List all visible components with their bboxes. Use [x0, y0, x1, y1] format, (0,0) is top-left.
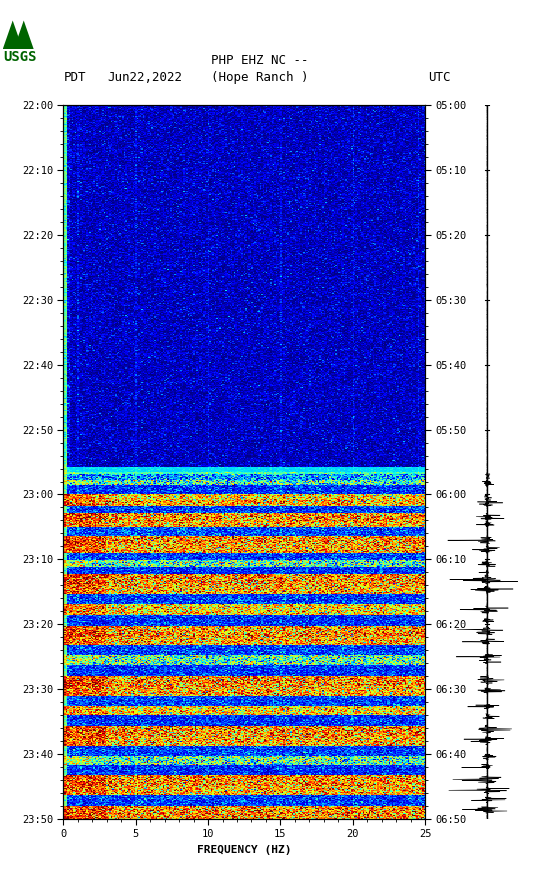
Polygon shape	[14, 21, 34, 49]
Text: Jun22,2022: Jun22,2022	[108, 70, 183, 84]
Text: UTC: UTC	[428, 70, 450, 84]
X-axis label: FREQUENCY (HZ): FREQUENCY (HZ)	[197, 845, 291, 855]
Text: (Hope Ranch ): (Hope Ranch )	[211, 70, 308, 84]
Text: PDT: PDT	[63, 70, 86, 84]
Polygon shape	[3, 21, 23, 49]
Text: PHP EHZ NC --: PHP EHZ NC --	[211, 54, 308, 67]
Text: USGS: USGS	[3, 51, 36, 64]
